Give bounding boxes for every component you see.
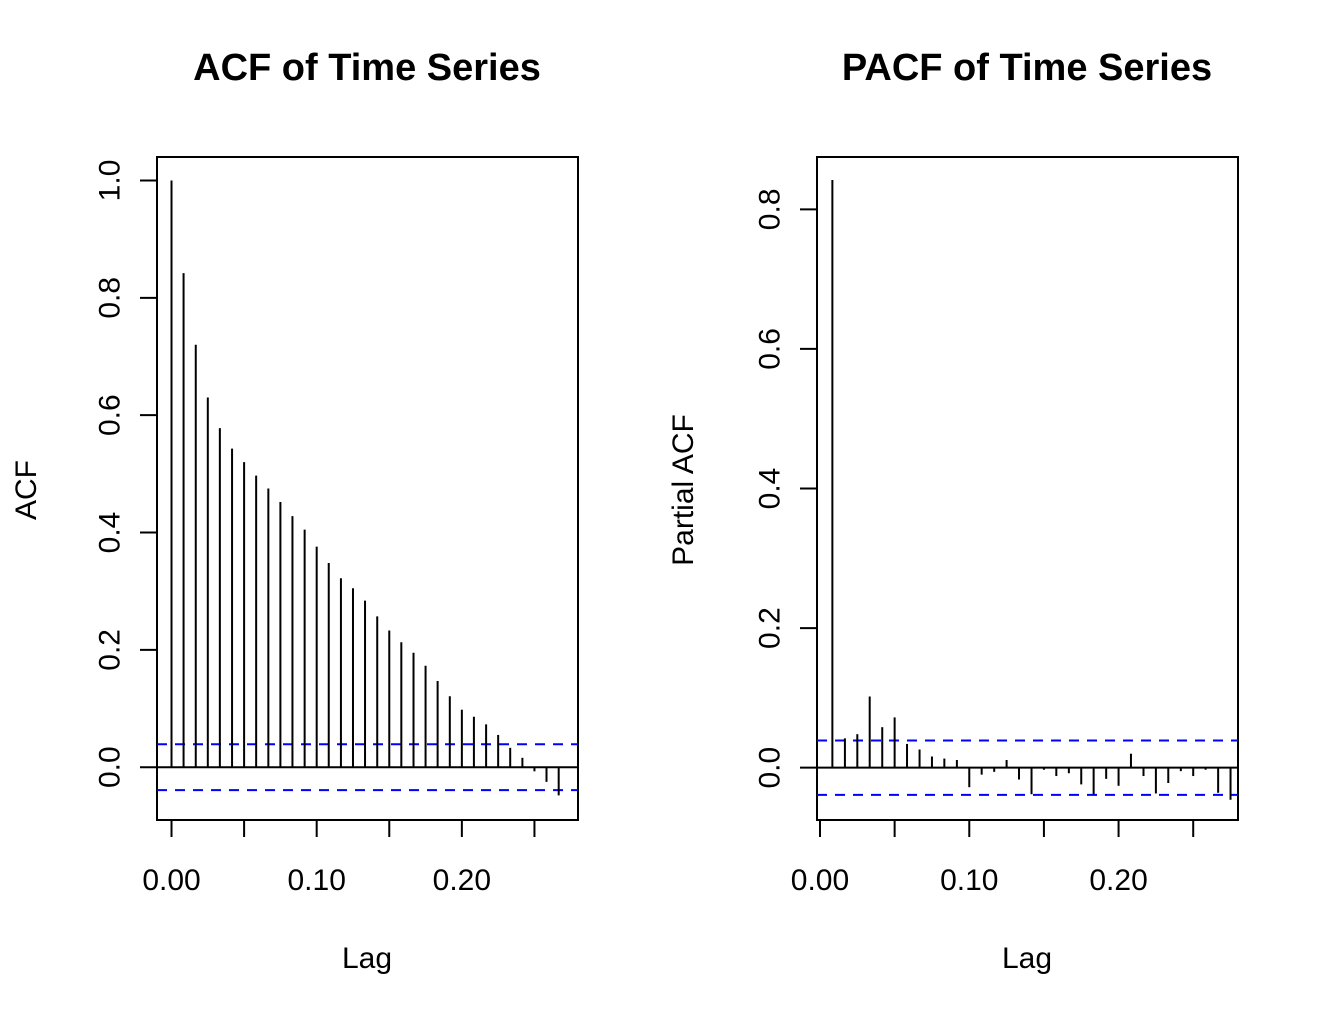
acf-y-tick-label: 0.2 [94,629,127,671]
acf-y-tick-label: 0.6 [94,394,127,436]
pacf-title: PACF of Time Series [842,47,1212,89]
acf-x-tick-label: 0.20 [433,864,491,897]
pacf-x-axis-label: Lag [1002,942,1052,975]
pacf-x-tick-label: 0.10 [940,864,998,897]
pacf-y-tick-label: 0.0 [754,747,787,789]
acf-title: ACF of Time Series [193,47,541,89]
pacf-y-tick-label: 0.2 [754,607,787,649]
pacf-y-tick-label: 0.4 [754,468,787,510]
acf-x-tick-label: 0.10 [287,864,345,897]
acf-panel: ACF of Time Series Lag ACF 0.00 0.10 0.20 0… [10,47,579,975]
pacf-y-axis-label: Partial ACF [667,414,700,566]
acf-y-tick-label: 1.0 [94,160,127,202]
acf-y-axis-label: ACF [10,460,43,520]
pacf-plot-frame [816,156,1239,821]
acf-x-tick-label: 0.00 [142,864,200,897]
acf-y-tick-label: 0.4 [94,512,127,554]
pacf-y-tick-label: 0.8 [754,188,787,230]
pacf-y-tick-label: 0.6 [754,328,787,370]
pacf-x-tick-label: 0.00 [791,864,849,897]
pacf-panel: PACF of Time Series Lag Partial ACF 0.00… [667,47,1239,975]
acf-y-tick-label: 0.8 [94,277,127,319]
acf-x-axis-label: Lag [342,942,392,975]
acf-y-tick-label: 0.0 [94,746,127,788]
pacf-x-tick-label: 0.20 [1089,864,1147,897]
